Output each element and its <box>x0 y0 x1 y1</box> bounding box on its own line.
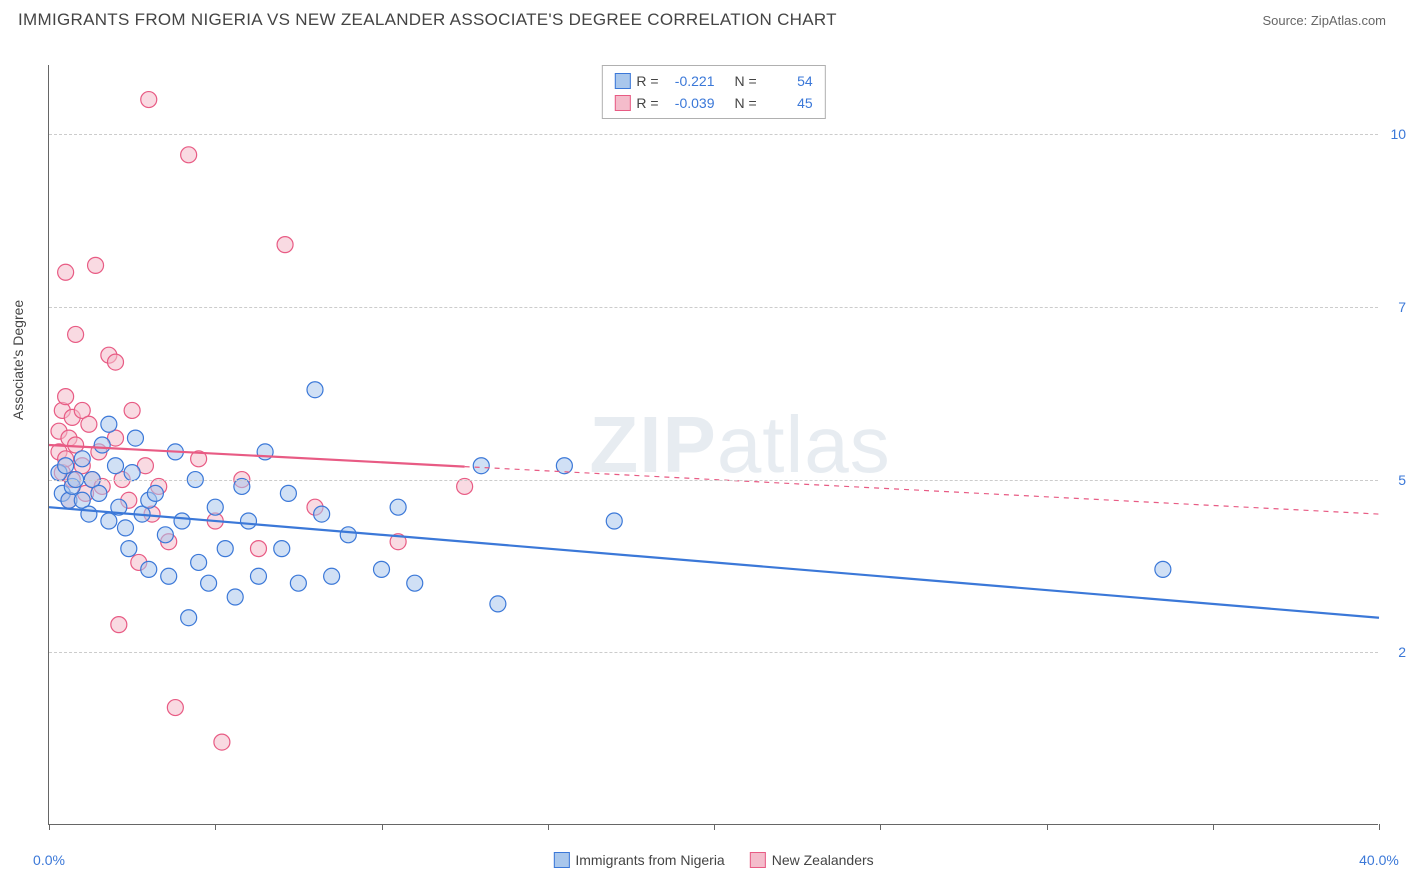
ytick-label: 100.0% <box>1383 126 1406 142</box>
xtick <box>880 824 881 830</box>
data-point <box>58 458 74 474</box>
data-point <box>88 257 104 273</box>
chart-title: IMMIGRANTS FROM NIGERIA VS NEW ZEALANDER… <box>18 10 837 30</box>
xtick <box>714 824 715 830</box>
data-point <box>324 568 340 584</box>
data-point <box>81 416 97 432</box>
data-point <box>307 382 323 398</box>
ytick-label: 75.0% <box>1383 299 1406 315</box>
xtick <box>1047 824 1048 830</box>
swatch-series2-legend <box>750 852 766 868</box>
data-point <box>227 589 243 605</box>
data-point <box>277 237 293 253</box>
data-point <box>94 437 110 453</box>
data-point <box>101 416 117 432</box>
xtick <box>49 824 50 830</box>
data-point <box>174 513 190 529</box>
data-point <box>250 541 266 557</box>
data-point <box>121 541 137 557</box>
ytick-label: 25.0% <box>1383 644 1406 660</box>
data-point <box>390 499 406 515</box>
xtick-label: 40.0% <box>1359 852 1399 868</box>
data-point <box>191 554 207 570</box>
data-point <box>340 527 356 543</box>
y-axis-label: Associate's Degree <box>10 300 26 420</box>
data-point <box>167 700 183 716</box>
regression-line-extrapolated <box>465 467 1379 515</box>
gridline-h <box>49 307 1378 308</box>
plot-svg <box>49 65 1378 824</box>
data-point <box>250 568 266 584</box>
data-point <box>290 575 306 591</box>
swatch-series1 <box>614 73 630 89</box>
ytick-label: 50.0% <box>1383 472 1406 488</box>
data-point <box>141 561 157 577</box>
swatch-series2 <box>614 95 630 111</box>
data-point <box>457 478 473 494</box>
data-point <box>108 354 124 370</box>
data-point <box>181 610 197 626</box>
data-point <box>241 513 257 529</box>
legend-item-1: Immigrants from Nigeria <box>553 852 724 868</box>
data-point <box>81 506 97 522</box>
data-point <box>207 499 223 515</box>
data-point <box>124 402 140 418</box>
data-point <box>314 506 330 522</box>
data-point <box>58 264 74 280</box>
xtick <box>215 824 216 830</box>
stats-row-1: R = -0.221 N = 54 <box>614 70 812 92</box>
xtick <box>382 824 383 830</box>
data-point <box>234 478 250 494</box>
xtick <box>1213 824 1214 830</box>
data-point <box>161 568 177 584</box>
data-point <box>280 485 296 501</box>
xtick <box>548 824 549 830</box>
xtick <box>1379 824 1380 830</box>
data-point <box>124 465 140 481</box>
data-point <box>407 575 423 591</box>
data-point <box>1155 561 1171 577</box>
gridline-h <box>49 480 1378 481</box>
data-point <box>606 513 622 529</box>
data-point <box>157 527 173 543</box>
stats-row-2: R = -0.039 N = 45 <box>614 92 812 114</box>
data-point <box>91 485 107 501</box>
data-point <box>181 147 197 163</box>
data-point <box>473 458 489 474</box>
regression-line <box>49 507 1379 618</box>
bottom-legend: Immigrants from Nigeria New Zealanders <box>553 852 873 868</box>
data-point <box>147 485 163 501</box>
xtick-label: 0.0% <box>33 852 65 868</box>
data-point <box>127 430 143 446</box>
swatch-series1-legend <box>553 852 569 868</box>
data-point <box>490 596 506 612</box>
stats-box: R = -0.221 N = 54 R = -0.039 N = 45 <box>601 65 825 119</box>
plot-area: ZIPatlas R = -0.221 N = 54 R = -0.039 N … <box>48 65 1378 825</box>
data-point <box>201 575 217 591</box>
gridline-h <box>49 652 1378 653</box>
data-point <box>58 389 74 405</box>
data-point <box>108 458 124 474</box>
data-point <box>111 617 127 633</box>
data-point <box>217 541 233 557</box>
data-point <box>101 513 117 529</box>
source-label: Source: ZipAtlas.com <box>1262 13 1386 28</box>
data-point <box>141 92 157 108</box>
data-point <box>374 561 390 577</box>
data-point <box>68 326 84 342</box>
data-point <box>214 734 230 750</box>
data-point <box>117 520 133 536</box>
data-point <box>74 451 90 467</box>
gridline-h <box>49 134 1378 135</box>
data-point <box>274 541 290 557</box>
legend-item-2: New Zealanders <box>750 852 874 868</box>
